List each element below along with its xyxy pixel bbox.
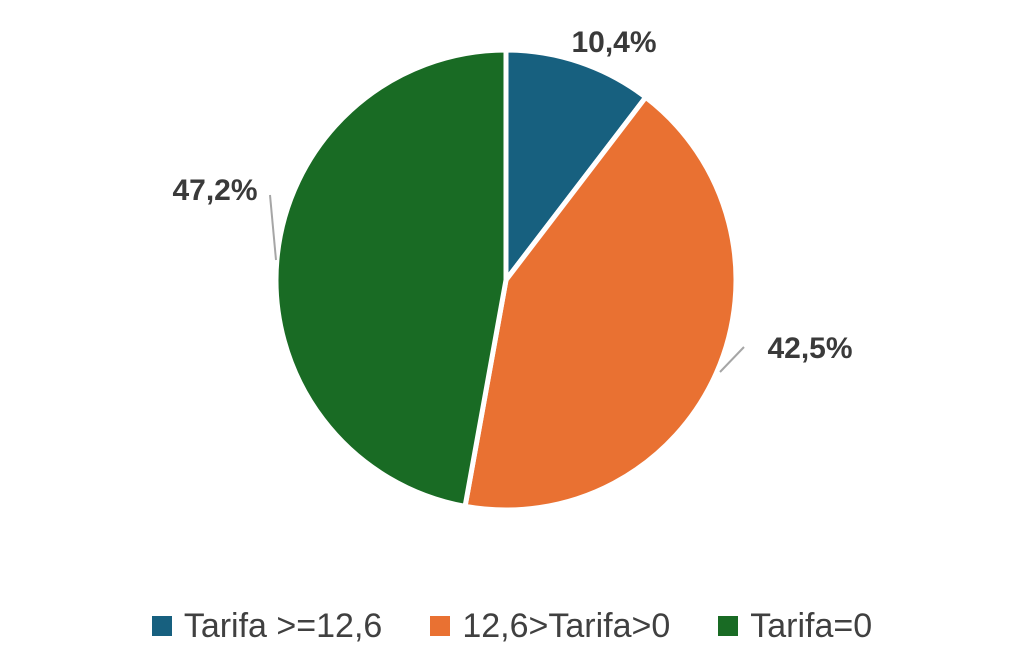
legend-item-tarifa-high: Tarifa >=12,6 bbox=[151, 606, 383, 646]
leader-lines bbox=[269, 194, 745, 373]
data-label-tarifa-mid: 42,5% bbox=[767, 332, 852, 365]
legend-swatch-tarifa-zero bbox=[718, 616, 739, 636]
pie-slices bbox=[273, 47, 739, 513]
data-labels: 10,4% 42,5% 47,2% bbox=[172, 26, 852, 365]
pie-slice-tarifa-mid bbox=[462, 94, 739, 513]
legend-label-tarifa-zero: Tarifa=0 bbox=[750, 606, 873, 645]
data-label-tarifa-high: 10,4% bbox=[571, 26, 656, 59]
pie-slice-tarifa-zero bbox=[273, 47, 509, 509]
data-label-tarifa-zero: 47,2% bbox=[172, 174, 257, 207]
pie-slice-tarifa-high bbox=[503, 47, 649, 283]
legend-label-tarifa-high: Tarifa >=12,6 bbox=[183, 606, 383, 645]
legend-swatch-tarifa-mid bbox=[430, 616, 451, 636]
leader-line-tarifa-zero bbox=[269, 194, 277, 261]
legend-item-tarifa-zero: Tarifa=0 bbox=[718, 607, 872, 646]
legend-item-tarifa-mid: 12,6>Tarifa>0 bbox=[430, 607, 670, 646]
legend: Tarifa >=12,6 12,6>Tarifa>0 Tarifa=0 bbox=[0, 598, 1024, 654]
legend-swatch-tarifa-high bbox=[151, 616, 172, 636]
legend-label-tarifa-mid: 12,6>Tarifa>0 bbox=[462, 606, 671, 645]
leader-line-tarifa-mid bbox=[719, 346, 745, 373]
